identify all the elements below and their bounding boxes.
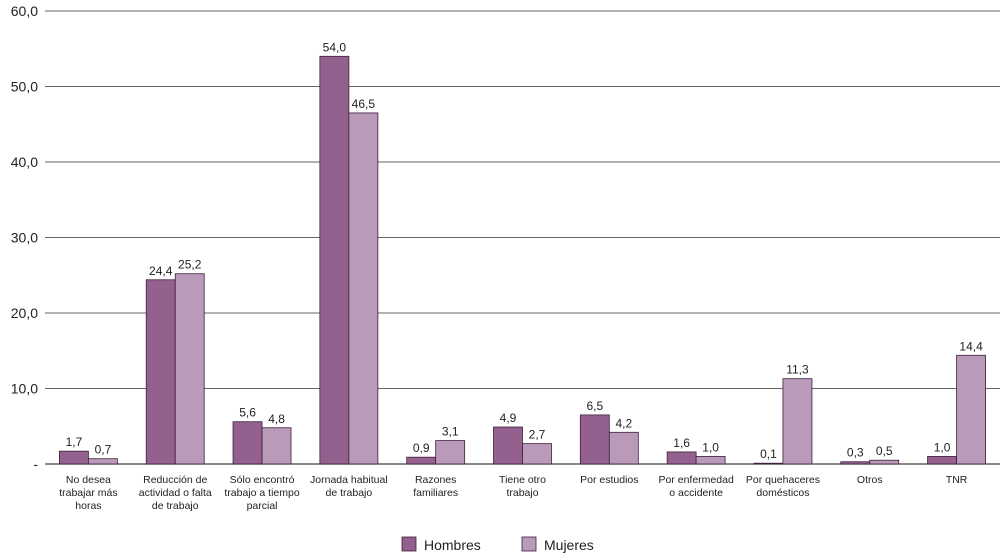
- bar-hombres: [666, 451, 697, 465]
- bar-mujeres: [522, 443, 552, 465]
- bar-hombres: [145, 279, 176, 465]
- bar-mujeres: [435, 440, 466, 465]
- data-label: 1,7: [66, 435, 83, 449]
- data-label: 14,4: [959, 339, 983, 353]
- data-label: 4,2: [615, 416, 632, 430]
- legend-swatch-mujeres: [521, 536, 537, 552]
- legend-label-mujeres: Mujeres: [544, 537, 594, 553]
- legend: Hombres Mujeres: [401, 536, 594, 553]
- bar-mujeres: [174, 273, 205, 465]
- data-label: 0,3: [847, 446, 864, 460]
- data-label: 11,3: [786, 363, 809, 377]
- bar-hombres: [927, 456, 957, 465]
- bar-mujeres: [88, 458, 118, 465]
- x-category-label: Por quehaceres domésticos: [746, 474, 820, 499]
- data-label: 24,4: [149, 264, 173, 278]
- bar-mujeres: [608, 431, 639, 465]
- y-tick-label: 30,0: [11, 230, 38, 246]
- data-label: 6,5: [586, 399, 603, 413]
- bar-hombres: [232, 421, 263, 465]
- data-label: 4,8: [268, 412, 285, 426]
- data-label: 1,6: [673, 436, 690, 450]
- bars: [59, 55, 986, 465]
- y-tick-label: 60,0: [11, 3, 38, 19]
- y-tick-label: 20,0: [11, 305, 38, 321]
- x-category-label: Por estudios: [580, 474, 638, 486]
- bar-mujeres: [782, 378, 813, 465]
- data-label: 0,1: [760, 447, 777, 461]
- bar-hombres: [493, 426, 523, 465]
- data-label: 46,5: [352, 97, 376, 111]
- x-axis: No desea trabajar más horas Reducción de act…: [59, 474, 968, 512]
- bar-hombres: [840, 461, 871, 465]
- x-category-label: Tiene otro trabajo: [499, 474, 546, 499]
- x-category-label: Razones familiares: [413, 474, 458, 499]
- bar-mujeres: [348, 112, 379, 465]
- y-tick-label: -: [33, 456, 38, 472]
- bar-hombres: [59, 450, 89, 465]
- data-label: 0,5: [876, 444, 893, 458]
- x-category-label: Por enfermedad o accidente: [658, 474, 733, 499]
- data-label: 0,9: [413, 441, 430, 455]
- bar-hombres: [753, 462, 784, 465]
- data-label: 3,1: [442, 425, 459, 439]
- data-label: 2,7: [529, 428, 546, 442]
- y-tick-label: 50,0: [11, 79, 38, 95]
- x-category-label: No desea trabajar más horas: [59, 474, 117, 512]
- bar-mujeres: [869, 459, 900, 465]
- data-label: 54,0: [323, 40, 347, 54]
- bar-hombres: [579, 414, 610, 465]
- y-tick-label: 10,0: [11, 381, 38, 397]
- bar-mujeres: [261, 427, 292, 465]
- data-labels: 1,7 0,7 24,4 25,2 5,6 4,8 54,0 46,5 0,9 3,1 4,9 2,7…: [66, 40, 984, 461]
- data-label: 1,0: [702, 440, 719, 454]
- data-label: 5,6: [239, 406, 256, 420]
- y-axis: - 10,0 20,0 30,0 40,0 50,0 60,0: [11, 3, 39, 472]
- bar-mujeres: [956, 354, 986, 465]
- x-category-label: Jornada habitual de trabajo: [310, 474, 388, 499]
- data-label: 25,2: [178, 258, 202, 272]
- y-tick-label: 40,0: [11, 154, 38, 170]
- data-label: 1,0: [934, 440, 951, 454]
- x-category-label: Otros: [857, 474, 883, 486]
- x-category-label: Sólo encontró trabajo a tiempo parcial: [224, 474, 299, 512]
- bar-hombres: [406, 456, 437, 465]
- legend-label-hombres: Hombres: [424, 537, 481, 553]
- bar-mujeres: [695, 456, 726, 465]
- x-category-label: Reducción de actividad o falta de trabajo: [139, 474, 212, 512]
- data-label: 0,7: [95, 443, 112, 457]
- legend-swatch-hombres: [401, 536, 417, 552]
- bar-hombres: [319, 55, 350, 465]
- x-category-label: TNR: [946, 474, 968, 486]
- data-label: 4,9: [500, 411, 517, 425]
